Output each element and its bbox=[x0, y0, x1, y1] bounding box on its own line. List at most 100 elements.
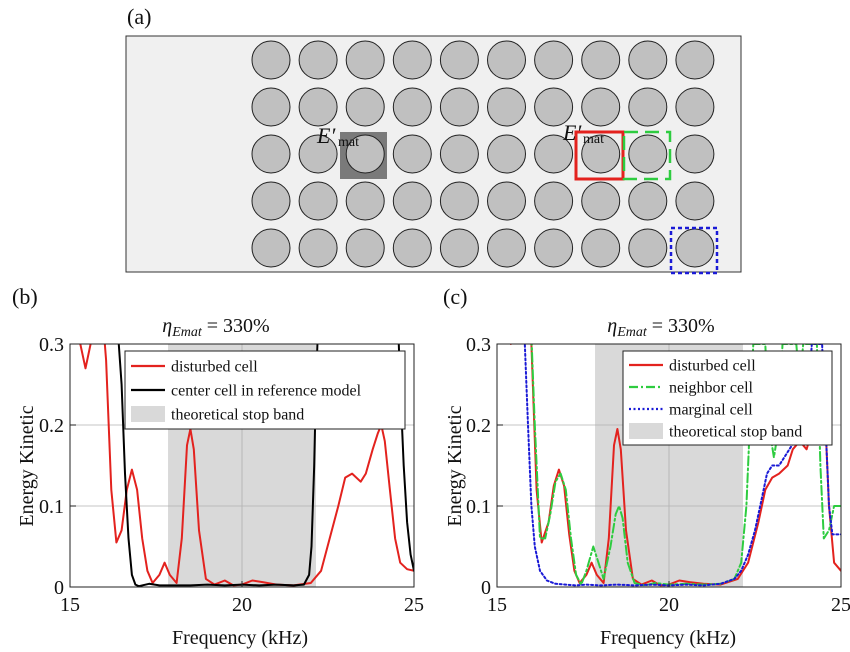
inclusion-circle bbox=[439, 40, 479, 80]
legend-swatch bbox=[131, 406, 165, 422]
panel-c-label: (c) bbox=[443, 284, 467, 309]
inclusion-circle bbox=[628, 181, 668, 221]
inclusion-circle bbox=[487, 40, 526, 80]
chart-b-ylabel: Energy Kinetic bbox=[16, 405, 38, 526]
legend-swatch bbox=[629, 423, 663, 439]
inclusion-circle bbox=[675, 181, 715, 221]
inclusion-circle bbox=[298, 134, 338, 174]
inclusion-circle bbox=[628, 134, 668, 174]
inclusion-circle bbox=[534, 134, 574, 174]
reference-e-sub: mat bbox=[338, 135, 359, 150]
inclusion-circle bbox=[628, 228, 668, 268]
inclusion-circle bbox=[345, 181, 385, 221]
inclusion-circle bbox=[251, 40, 291, 80]
legend-label: theoretical stop band bbox=[669, 424, 802, 441]
legend-label: disturbed cell bbox=[171, 359, 258, 376]
inclusion-circle bbox=[628, 40, 668, 80]
disturbed-e-sub: mat bbox=[583, 132, 604, 147]
y-tick-label: 0.1 bbox=[39, 496, 64, 518]
chart-c: ηEmat = 330% 15 20 25 0 0.1 0.2 0.3 disturbed c… bbox=[444, 315, 850, 649]
chart-c-xlabel: Frequency (kHz) bbox=[600, 627, 736, 649]
chart-b-title-eta: η bbox=[162, 315, 172, 337]
chart-b-title-rest: = 330% bbox=[202, 315, 270, 337]
series-line-0 bbox=[79, 344, 414, 587]
inclusion-circle bbox=[439, 87, 479, 127]
chart-b-plot: 15 20 25 0 0.1 0.2 0.3 disturbed cell center cel… bbox=[39, 334, 424, 616]
y-tick-label: 0.2 bbox=[466, 415, 491, 437]
inclusion-circle bbox=[581, 87, 621, 127]
inclusion-circle bbox=[298, 40, 338, 80]
inclusion-circle bbox=[251, 134, 291, 174]
inclusion-circle bbox=[392, 40, 432, 80]
inclusion-circle bbox=[628, 87, 668, 127]
inclusion-circle bbox=[298, 87, 338, 127]
chart-c-title: ηEmat = 330% bbox=[607, 315, 714, 340]
x-tick-label: 20 bbox=[659, 594, 679, 616]
inclusion-circle bbox=[581, 40, 621, 80]
inclusion-circle bbox=[534, 181, 574, 221]
reference-e-label: E′ bbox=[316, 123, 336, 148]
inclusion-circle bbox=[251, 228, 291, 268]
y-tick-label: 0 bbox=[481, 577, 491, 599]
chart-c-title-sub: Emat bbox=[616, 325, 648, 340]
inclusion-circle bbox=[487, 228, 526, 268]
inclusion-circle bbox=[392, 228, 432, 268]
x-tick-label: 15 bbox=[60, 594, 80, 616]
disturbed-cell-box bbox=[574, 130, 625, 181]
inclusion-circle bbox=[392, 87, 432, 127]
inclusion-circle bbox=[392, 181, 432, 221]
inclusion-circle bbox=[251, 181, 291, 221]
legend-label: theoretical stop band bbox=[171, 407, 304, 424]
legend-label: marginal cell bbox=[669, 402, 753, 419]
inclusion-circle bbox=[345, 87, 385, 127]
legend-label: disturbed cell bbox=[669, 358, 756, 375]
inclusion-circle bbox=[345, 40, 385, 80]
inclusion-circle bbox=[487, 87, 526, 127]
inclusion-circle bbox=[487, 134, 526, 174]
inclusion-grid bbox=[251, 40, 715, 268]
y-tick-label: 0.3 bbox=[39, 334, 64, 356]
y-tick-label: 0.3 bbox=[466, 334, 491, 356]
neighbor-cell-box bbox=[622, 130, 672, 181]
y-tick-label: 0.2 bbox=[39, 415, 64, 437]
legend-label: neighbor cell bbox=[669, 380, 754, 397]
panel-b-label: (b) bbox=[12, 284, 38, 309]
chart-c-title-rest: = 330% bbox=[647, 315, 715, 337]
x-tick-label: 25 bbox=[404, 594, 424, 616]
panel-a-label: (a) bbox=[127, 4, 151, 29]
inclusion-circle bbox=[581, 134, 621, 174]
inclusion-circle bbox=[439, 181, 479, 221]
x-tick-label: 20 bbox=[232, 594, 252, 616]
inclusion-circle bbox=[675, 40, 715, 80]
inclusion-circle bbox=[439, 134, 479, 174]
inclusion-circle bbox=[439, 228, 479, 268]
chart-b-title: ηEmat = 330% bbox=[162, 315, 269, 340]
x-tick-label: 25 bbox=[831, 594, 850, 616]
inclusion-circle bbox=[534, 87, 574, 127]
inclusion-circle bbox=[581, 228, 621, 268]
inclusion-circle bbox=[534, 40, 574, 80]
inclusion-circle bbox=[581, 181, 621, 221]
chart-c-title-eta: η bbox=[607, 315, 617, 337]
inclusion-circle bbox=[675, 87, 715, 127]
inclusion-circle bbox=[675, 134, 715, 174]
chart-c-ylabel: Energy Kinetic bbox=[444, 405, 466, 526]
chart-b: ηEmat = 330% 15 20 25 0 0.1 0.2 0.3 disturbed c… bbox=[16, 315, 424, 649]
y-tick-label: 0.1 bbox=[466, 496, 491, 518]
chart-b-title-sub: Emat bbox=[171, 325, 203, 340]
inclusion-circle bbox=[298, 181, 338, 221]
inclusion-circle bbox=[345, 228, 385, 268]
series-line-2 bbox=[523, 344, 841, 587]
inclusion-circle bbox=[345, 134, 385, 174]
legend-box bbox=[124, 350, 406, 430]
inclusion-circle bbox=[298, 228, 338, 268]
x-tick-label: 15 bbox=[487, 594, 507, 616]
inclusion-circle bbox=[251, 87, 291, 127]
inclusion-circle bbox=[487, 181, 526, 221]
disturbed-e-label: E′ bbox=[562, 120, 582, 145]
legend-label: center cell in reference model bbox=[171, 383, 362, 400]
inclusion-circle bbox=[675, 228, 715, 268]
plate-schematic: E′ mat E′ mat bbox=[125, 35, 742, 275]
chart-b-xlabel: Frequency (kHz) bbox=[172, 627, 308, 649]
